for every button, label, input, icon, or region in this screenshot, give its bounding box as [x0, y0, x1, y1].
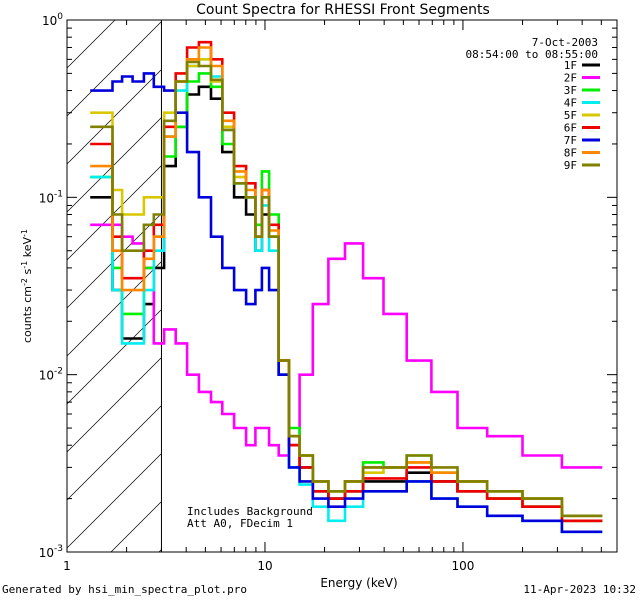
hatch-line [67, 69, 162, 165]
x-tick-label: 10 [257, 559, 272, 573]
y-tick-label: 10-3 [39, 544, 63, 560]
x-axis-label: Energy (keV) [320, 576, 397, 590]
y-tick-label: 10-1 [39, 189, 63, 205]
hatch-line [67, 405, 162, 501]
y-tick-label: 100 [42, 12, 63, 28]
att-note: Att A0, FDecim 1 [187, 517, 293, 530]
plot-frame [66, 19, 618, 553]
axes: 1 10 100 100 10-1 10-2 10-3 [39, 12, 618, 573]
y-axis-label: counts cm-2 s-1 keV-1 [20, 229, 34, 343]
series-line-2F [90, 223, 603, 469]
legend-label-4F: 4F [564, 97, 577, 110]
hatch-line [67, 261, 162, 357]
y-tick-label: 10-2 [39, 367, 63, 383]
x-tick-label: 1 [63, 559, 71, 573]
background-note: Includes Background [187, 505, 313, 518]
date-annotation: 7-Oct-2003 [532, 36, 598, 49]
time-range-annotation: 08:54:00 to 08:55:00 [466, 48, 598, 61]
chart-title: Count Spectra for RHESSI Front Segments [196, 2, 490, 18]
legend-label-6F: 6F [564, 122, 577, 135]
attenuator-hatch-region [67, 20, 162, 552]
series-lines [90, 40, 603, 534]
series-line-9F [90, 60, 603, 518]
hatch-line [67, 21, 162, 117]
legend-label-1F: 1F [564, 59, 577, 72]
hatch-line [67, 453, 162, 549]
generated-by-footer: Generated by hsi_min_spectra_plot.pro [2, 583, 248, 596]
timestamp-footer: 11-Apr-2023 10:32 [523, 583, 636, 596]
legend-label-5F: 5F [564, 109, 577, 122]
hatch-line [67, 213, 162, 309]
legend-label-2F: 2F [564, 72, 577, 85]
legend-label-3F: 3F [564, 84, 577, 97]
series-line-7F [90, 72, 603, 534]
legend-label-8F: 8F [564, 147, 577, 160]
annotations: 7-Oct-2003 08:54:00 to 08:55:00 Includes… [187, 36, 598, 530]
legend-label-7F: 7F [564, 134, 577, 147]
legend-label-9F: 9F [564, 159, 577, 172]
x-tick-label: 100 [451, 559, 474, 573]
